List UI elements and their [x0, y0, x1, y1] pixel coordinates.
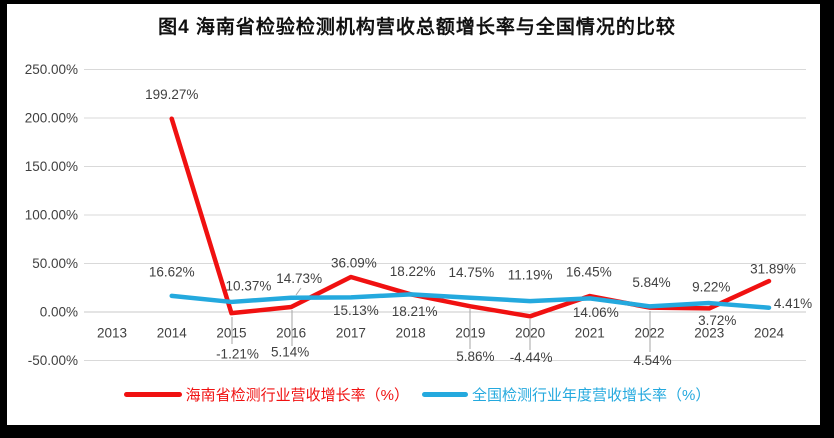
- legend-item-hainan: 海南省检测行业营收增长率（%）: [123, 384, 409, 405]
- data-point-label: 5.84%: [632, 275, 670, 290]
- y-axis-tick-label: 150.00%: [25, 159, 78, 174]
- legend-swatch-hainan-line: [123, 392, 182, 397]
- y-axis-tick-label: 100.00%: [25, 208, 78, 223]
- data-point-label: 3.72%: [698, 313, 736, 328]
- data-point-label: 18.21%: [392, 304, 438, 319]
- data-point-label: 15.13%: [333, 303, 379, 318]
- data-point-label: 14.73%: [276, 271, 322, 286]
- y-axis-tick-label: 200.00%: [25, 111, 78, 126]
- y-axis-tick-label: 0.00%: [40, 305, 78, 320]
- y-axis-tick-label: 50.00%: [32, 256, 78, 271]
- legend-item-national: 全国检测行业年度营收增长率（%）: [422, 384, 710, 405]
- data-point-label: 5.86%: [456, 349, 494, 364]
- frame-border-left: [0, 0, 7, 438]
- data-point-label: 4.41%: [774, 296, 812, 311]
- data-point-label: 31.89%: [750, 262, 796, 277]
- data-point-label: -4.44%: [510, 350, 553, 365]
- data-point-label: 199.27%: [145, 87, 198, 102]
- data-point-label: 10.37%: [226, 278, 272, 293]
- x-axis-tick-label: 2013: [97, 326, 127, 341]
- x-axis-tick-label: 2021: [575, 326, 605, 341]
- data-point-label: 9.22%: [692, 280, 730, 295]
- series-line-hainan: [169, 116, 772, 319]
- y-axis-tick-label: 250.00%: [25, 62, 78, 77]
- data-point-label: 14.06%: [573, 305, 619, 320]
- data-point-label: 4.54%: [633, 353, 671, 368]
- data-point-label: 14.75%: [448, 265, 494, 280]
- frame-border-bottom: [0, 425, 834, 438]
- legend-label-national: 全国检测行业年度营收增长率（%）: [472, 387, 711, 404]
- x-axis-tick-label: 2024: [754, 326, 785, 341]
- x-axis-tick-label: 2023: [694, 326, 724, 341]
- label-leader-line: [295, 287, 302, 296]
- data-point-label: 16.45%: [566, 265, 612, 280]
- series-line-national: [169, 292, 772, 310]
- legend-swatch-national-line: [422, 392, 468, 397]
- data-point-label: 18.22%: [390, 264, 436, 279]
- data-point-label: 16.62%: [149, 264, 195, 279]
- data-point-label: -1.21%: [216, 347, 259, 362]
- legend-label-hainan: 海南省检测行业营收增长率（%）: [185, 387, 409, 404]
- frame-border-top: [0, 0, 834, 4]
- x-axis-tick-label: 2014: [157, 326, 188, 341]
- x-axis-tick-label: 2018: [396, 326, 426, 341]
- x-axis-tick-label: 2016: [276, 326, 306, 341]
- data-point-label: 36.09%: [331, 255, 377, 270]
- legend: 海南省检测行业营收增长率（%） 全国检测行业年度营收增长率（%）: [0, 384, 834, 405]
- chart-title: 图4 海南省检验检测机构营收总额增长率与全国情况的比较: [158, 17, 676, 38]
- x-axis-tick-label: 2015: [216, 326, 246, 341]
- y-axis-tick-label: -50.00%: [28, 353, 78, 368]
- x-axis-tick-label: 2017: [336, 326, 366, 341]
- frame-border-right: [820, 0, 834, 438]
- data-point-label: 11.19%: [508, 268, 553, 283]
- data-point-label: 5.14%: [271, 345, 309, 360]
